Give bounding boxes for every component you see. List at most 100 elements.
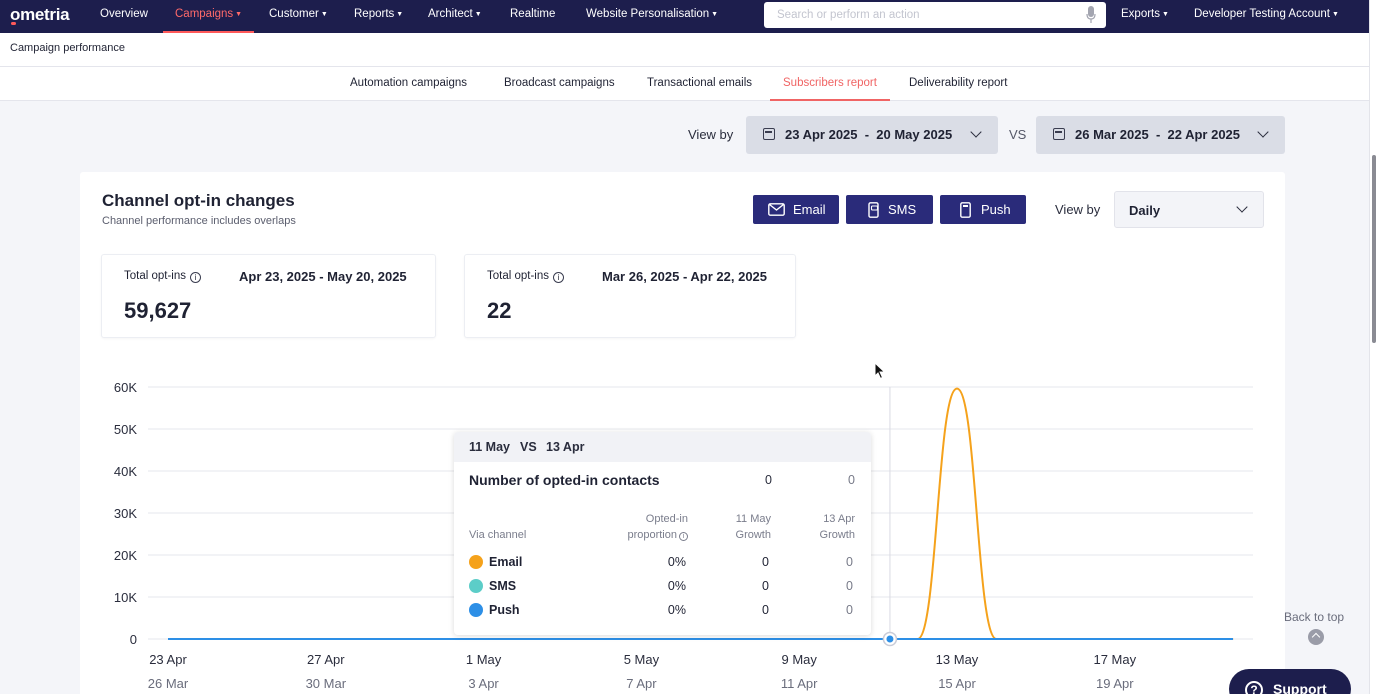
mobile-phone-icon [960, 202, 971, 218]
col-channel: Via channel [469, 529, 527, 541]
x-tick-label-previous: 26 Mar [148, 676, 189, 691]
x-tick-label: 17 May [1093, 652, 1136, 667]
data-point-push [325, 639, 326, 640]
x-tick-label: 9 May [781, 652, 817, 667]
tooltip-row-push: Push 0% 0 0 [469, 601, 854, 619]
page-header: Campaign performance [0, 33, 1369, 67]
info-icon[interactable]: i [190, 272, 202, 283]
push-channel-button[interactable]: Push [940, 195, 1026, 224]
info-icon[interactable]: i [679, 532, 688, 541]
tooltip-date-a: 11 May [469, 440, 511, 454]
granularity-label: View by [1055, 202, 1101, 217]
y-tick-label: 30K [114, 506, 137, 521]
stat-value: 59,627 [124, 298, 192, 323]
data-point-push [246, 639, 247, 640]
sms-channel-button[interactable]: SMS [846, 195, 933, 224]
data-point-push [207, 639, 208, 640]
tooltip-metric-a: 0 [765, 473, 772, 487]
tab-transactional-emails[interactable]: Transactional emails [647, 77, 753, 89]
data-point-push [444, 639, 445, 640]
stat-range: Mar 26, 2025 - Apr 22, 2025 [602, 269, 768, 284]
caret-down-icon: ▼ [396, 11, 404, 18]
col-proportion: Opted-in proportion i [627, 513, 688, 541]
stat-range: Apr 23, 2025 - May 20, 2025 [239, 269, 407, 284]
x-tick-label-previous: 30 Mar [306, 676, 347, 691]
granularity-select[interactable]: Daily [1114, 191, 1264, 228]
page-title: Campaign performance [10, 42, 125, 54]
tab-subscribers-report[interactable]: Subscribers report [770, 67, 890, 101]
current-period-stat: Total opt-ins i Apr 23, 2025 - May 20, 20… [101, 254, 436, 338]
data-point-push [1233, 639, 1234, 640]
nav-overview[interactable]: Overview [100, 8, 148, 20]
tooltip-vs: VS [520, 440, 537, 454]
data-point-push [799, 639, 800, 640]
data-point-push [365, 639, 366, 640]
x-tick-label-previous: 15 Apr [938, 676, 976, 691]
data-point-push [1114, 639, 1115, 640]
data-point-push [917, 639, 918, 640]
envelope-icon [768, 203, 785, 216]
y-tick-label: 20K [114, 548, 137, 563]
calendar-icon [1053, 128, 1065, 140]
col-growth-a: 11 May Growth [735, 513, 771, 541]
data-point-push [996, 639, 997, 640]
card-subtitle: Channel performance includes overlaps [102, 215, 296, 227]
data-point-push [1193, 639, 1194, 640]
support-button[interactable]: ? Support [1229, 669, 1351, 694]
tab-deliverability-report[interactable]: Deliverability report [909, 77, 1008, 89]
x-tick-label: 1 May [466, 652, 502, 667]
data-point-push [168, 639, 169, 640]
caret-down-icon: ▼ [1331, 11, 1339, 18]
ometria-logo[interactable]: ometria [10, 5, 70, 25]
info-icon[interactable]: i [553, 272, 565, 283]
back-to-top-link[interactable]: Back to top [1284, 610, 1345, 624]
stat-value: 22 [487, 298, 512, 323]
granularity-value: Daily [1129, 203, 1161, 218]
data-point-push [957, 639, 958, 640]
data-point-push [680, 639, 681, 640]
tab-automation-campaigns[interactable]: Automation campaigns [350, 77, 467, 89]
arrow-up-icon[interactable] [1308, 629, 1324, 645]
tooltip-header: 11 May VS 13 Apr [454, 432, 871, 462]
data-point-push [720, 639, 721, 640]
y-tick-label: 10K [114, 590, 137, 605]
report-tabs: Automation campaigns Broadcast campaigns… [0, 67, 1369, 101]
hover-marker-dot [886, 635, 894, 643]
previous-date-range-picker[interactable]: 26 Mar 2025 - 22 Apr 2025 [1036, 116, 1285, 154]
col-growth-b: 13 Apr Growth [819, 513, 855, 541]
caret-down-icon: ▼ [235, 11, 243, 18]
data-point-push [1154, 639, 1155, 640]
data-point-push [404, 639, 405, 640]
nav-realtime[interactable]: Realtime [510, 8, 556, 20]
previous-period-stat: Total opt-ins i Mar 26, 2025 - Apr 22, 20… [464, 254, 796, 338]
stat-label: Total opt-ins i [124, 270, 202, 283]
data-point-push [483, 639, 484, 640]
email-channel-button[interactable]: Email [753, 195, 839, 224]
data-point-email [957, 388, 958, 389]
nav-architect[interactable]: Architect ▼ [428, 8, 482, 20]
current-range-text: 23 Apr 2025 - 20 May 2025 [785, 127, 953, 142]
nav-reports[interactable]: Reports ▼ [354, 8, 404, 20]
caret-down-icon: ▼ [1162, 11, 1169, 18]
x-tick-label: 27 Apr [307, 652, 345, 667]
account-menu[interactable]: Developer Testing Account ▼ [1194, 8, 1339, 20]
tab-broadcast-campaigns[interactable]: Broadcast campaigns [504, 77, 615, 89]
tooltip-date-b: 13 Apr [546, 440, 585, 454]
microphone-icon[interactable] [1086, 6, 1096, 24]
nav-campaigns[interactable]: Campaigns ▼ [163, 0, 255, 33]
chart-tooltip: 11 May VS 13 Apr Number of opted-in cont… [454, 432, 871, 635]
nav-website-personalisation[interactable]: Website Personalisation ▼ [586, 8, 719, 20]
search-input[interactable]: Search or perform an action [764, 2, 1106, 28]
nav-exports[interactable]: Exports ▼ [1121, 8, 1169, 20]
search-placeholder: Search or perform an action [777, 9, 920, 21]
tooltip-row-email: Email 0% 0 0 [469, 553, 854, 571]
data-point-push [1075, 639, 1076, 640]
y-tick-label: 60K [114, 380, 137, 395]
stat-label: Total opt-ins i [487, 270, 565, 283]
nav-customer[interactable]: Customer ▼ [269, 8, 328, 20]
x-tick-label-previous: 11 Apr [781, 676, 818, 691]
scrollbar-thumb[interactable] [1372, 155, 1376, 343]
current-date-range-picker[interactable]: 23 Apr 2025 - 20 May 2025 [746, 116, 998, 154]
page-scrollbar[interactable] [1369, 0, 1377, 694]
caret-down-icon: ▼ [474, 11, 482, 18]
